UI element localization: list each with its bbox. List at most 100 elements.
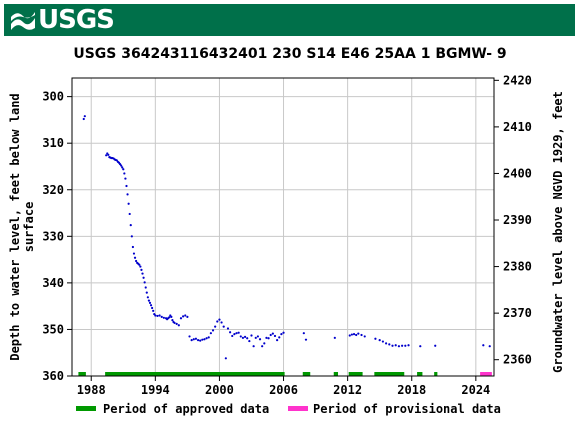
data-point — [388, 343, 391, 346]
data-point — [127, 202, 130, 205]
data-point — [229, 331, 232, 334]
data-point — [374, 337, 377, 340]
data-point — [143, 281, 146, 284]
data-point — [211, 329, 215, 332]
legend: Period of approved data Period of provis… — [76, 402, 501, 416]
data-point — [282, 331, 285, 334]
data-point — [162, 316, 165, 319]
approved-period-bar — [105, 372, 285, 376]
y2-tick-label: 2360 — [503, 353, 532, 367]
approved-period-bar — [434, 372, 438, 376]
data-point — [222, 325, 225, 328]
x-tick-label: 1994 — [141, 383, 170, 397]
data-point — [333, 336, 336, 339]
data-point — [209, 332, 212, 335]
y-tick-label: 310 — [42, 136, 64, 150]
x-axis-ticks: 1988 1994 2000 2006 2012 2018 2024 — [77, 376, 490, 397]
data-point — [203, 338, 206, 341]
approved-period-bar — [348, 372, 363, 376]
data-point — [407, 344, 410, 347]
approved-period-bar — [78, 372, 86, 376]
data-point — [122, 168, 125, 171]
y2-tick-label: 2390 — [503, 213, 532, 227]
data-point — [188, 335, 191, 338]
left-axis-label-line-2: surface — [22, 202, 36, 253]
data-point — [152, 309, 155, 312]
data-point — [146, 296, 149, 299]
x-tick-label: 2006 — [269, 383, 298, 397]
chart-title: USGS 364243116432401 230 S14 E46 25AA 1 … — [73, 46, 506, 62]
data-point — [173, 321, 176, 325]
data-point — [348, 334, 351, 337]
data-point — [205, 337, 208, 340]
data-point — [149, 304, 153, 307]
data-point — [139, 265, 142, 268]
data-point — [271, 332, 274, 335]
data-point — [105, 154, 108, 157]
data-point — [135, 259, 138, 263]
approved-period-bar — [302, 372, 311, 376]
data-point — [126, 193, 129, 196]
data-point — [148, 301, 152, 304]
approved-period-bars — [78, 372, 438, 376]
data-point — [248, 339, 251, 343]
provisional-legend-label: Period of provisional data — [313, 402, 501, 416]
data-point — [160, 315, 163, 318]
data-point — [391, 344, 394, 347]
data-point — [355, 333, 358, 337]
data-point — [186, 315, 189, 318]
usgs-header-bar: USGS — [4, 4, 575, 36]
approved-period-bar — [417, 372, 423, 376]
provisional-period-bar — [480, 372, 492, 376]
data-point — [381, 340, 384, 343]
data-point — [233, 332, 236, 336]
data-point — [145, 291, 148, 294]
data-point — [179, 317, 183, 320]
x-tick-label: 1988 — [77, 383, 106, 397]
data-point — [199, 339, 202, 342]
data-point — [207, 336, 210, 339]
data-point — [261, 345, 264, 348]
data-point — [156, 314, 159, 318]
data-point — [256, 335, 259, 338]
y-tick-label: 330 — [42, 229, 64, 243]
chart-grid — [72, 78, 494, 376]
data-point — [128, 212, 131, 216]
data-point — [273, 334, 277, 338]
data-point — [363, 335, 366, 338]
data-point — [154, 314, 157, 317]
y2-tick-label: 2410 — [503, 120, 532, 134]
data-point — [177, 324, 180, 327]
data-point — [158, 314, 161, 317]
data-point — [263, 342, 266, 345]
data-point — [192, 338, 195, 341]
y-tick-label: 340 — [42, 276, 64, 290]
y-tick-label: 360 — [42, 369, 64, 383]
data-point — [482, 344, 485, 347]
data-point — [194, 337, 198, 340]
plot-frame — [71, 77, 495, 377]
y2-tick-label: 2420 — [503, 73, 532, 87]
data-point — [350, 333, 354, 336]
data-point — [121, 166, 124, 169]
data-point — [190, 339, 193, 342]
data-point — [241, 336, 245, 339]
data-point — [123, 172, 126, 175]
data-point — [267, 337, 270, 340]
data-point — [250, 334, 253, 337]
data-point — [404, 344, 407, 347]
data-point — [488, 345, 491, 348]
data-point — [269, 333, 272, 337]
data-point — [107, 153, 110, 156]
provisional-legend-swatch — [288, 406, 308, 411]
data-point — [175, 322, 178, 325]
data-point — [254, 336, 257, 339]
data-point — [276, 339, 279, 342]
data-point — [201, 338, 204, 341]
data-point — [130, 235, 133, 238]
x-tick-label: 2024 — [461, 383, 490, 397]
data-point — [132, 252, 136, 255]
data-point — [378, 339, 381, 342]
data-point — [352, 332, 356, 336]
